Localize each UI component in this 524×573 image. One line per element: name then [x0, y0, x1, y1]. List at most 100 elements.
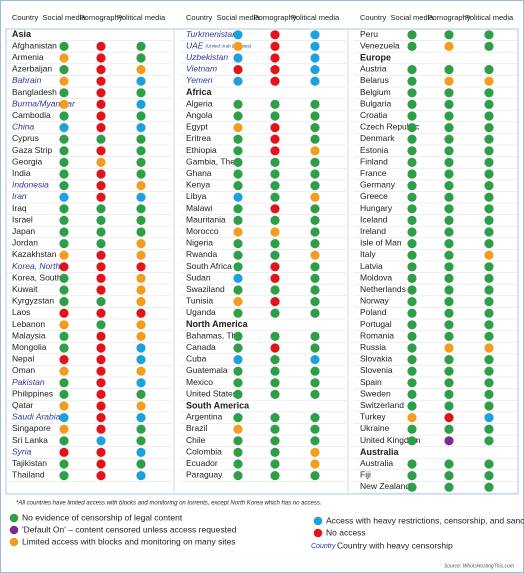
status-dot: [136, 192, 146, 202]
status-dot: [310, 123, 320, 133]
status-dot: [233, 424, 243, 434]
country-text: Malawi: [186, 203, 213, 213]
country-name: Romania: [360, 331, 394, 341]
country-text: Cambodia: [12, 110, 51, 120]
status-dot: [59, 146, 69, 156]
country-text: Ireland: [360, 226, 386, 236]
country-text: Norway: [360, 296, 390, 306]
status-dot: [484, 262, 494, 272]
status-dot: [233, 273, 243, 283]
status-dot: [59, 239, 69, 249]
column-header: Pornography: [80, 13, 123, 22]
country-text: Greece: [360, 191, 388, 201]
country-name: Ethiopia: [186, 145, 217, 155]
status-dot: [270, 343, 280, 353]
status-dot: [233, 436, 243, 446]
status-dot: [96, 413, 106, 423]
status-dot: [270, 331, 280, 341]
country-text: China: [12, 122, 34, 132]
country-name: Philippines: [12, 389, 53, 399]
status-dot: [59, 459, 69, 469]
status-dot: [407, 88, 417, 98]
status-dot: [310, 366, 320, 376]
country-name: Qatar: [12, 400, 33, 410]
country-text: Croatia: [360, 110, 388, 120]
country-name: Turkmenistan: [186, 29, 237, 39]
status-dot: [310, 273, 320, 283]
status-dot: [233, 30, 243, 40]
status-dot: [407, 239, 417, 249]
status-dot: [233, 389, 243, 399]
status-dot: [96, 111, 106, 121]
status-dot: [444, 65, 454, 75]
status-dot: [407, 331, 417, 341]
status-dot: [136, 471, 146, 481]
status-dot: [59, 76, 69, 86]
country-name: Eritrea: [186, 133, 211, 143]
country-text: Guatemala: [186, 365, 228, 375]
country-text: India: [12, 168, 31, 178]
status-dot: [233, 378, 243, 388]
country-text: Cyprus: [12, 133, 39, 143]
status-dot: [136, 401, 146, 411]
status-dot: [96, 401, 106, 411]
country-name: Czech Republic: [360, 122, 420, 132]
country-text: Korea, South: [12, 273, 62, 283]
status-dot: [407, 401, 417, 411]
status-dot: [407, 204, 417, 214]
status-dot: [59, 436, 69, 446]
status-dot: [96, 331, 106, 341]
status-dot: [310, 53, 320, 63]
status-dot: [484, 169, 494, 179]
country-text: Japan: [12, 226, 35, 236]
status-dot: [407, 123, 417, 133]
country-name: Slovakia: [360, 354, 392, 364]
country-text: Denmark: [360, 133, 395, 143]
country-name: Isle of Man: [360, 238, 402, 248]
status-dot: [484, 99, 494, 109]
country-name: Tunisia: [186, 296, 213, 306]
country-text: Bahrain: [12, 75, 42, 85]
country-name: Malaysia: [12, 331, 46, 341]
status-dot: [96, 273, 106, 283]
status-dot: [136, 250, 146, 260]
country-name: Cuba: [186, 354, 207, 364]
country-name: Egypt: [186, 122, 208, 132]
status-dot: [444, 424, 454, 434]
status-dot: [136, 459, 146, 469]
country-name: Angola: [186, 110, 213, 120]
status-dot: [310, 413, 320, 423]
country-text: Libya: [186, 191, 207, 201]
country-name: Uzbekistan: [186, 52, 228, 62]
status-dot: [59, 157, 69, 167]
status-dot: [444, 482, 454, 492]
status-dot: [96, 65, 106, 75]
status-dot: [96, 308, 106, 318]
country-name: Peru: [360, 29, 378, 39]
status-dot: [444, 471, 454, 481]
country-text: Kyrgyzstan: [12, 296, 54, 306]
country-name: Bahamas, The: [186, 331, 241, 341]
country-name: Chile: [186, 435, 206, 445]
status-dot: [444, 239, 454, 249]
country-text: Iceland: [360, 215, 388, 225]
status-dot: [484, 459, 494, 469]
status-dot: [96, 169, 106, 179]
status-dot: [96, 320, 106, 330]
country-name: Kazakhstan: [12, 249, 57, 259]
status-dot: [444, 355, 454, 365]
status-dot: [136, 273, 146, 283]
country-text: Cuba: [186, 354, 207, 364]
status-dot: [484, 250, 494, 260]
country-text: Saudi Arabia: [12, 412, 61, 422]
status-dot: [407, 389, 417, 399]
status-dot: [59, 65, 69, 75]
status-dot: [484, 424, 494, 434]
status-dot: [310, 355, 320, 365]
country-name: Georgia: [12, 157, 43, 167]
status-dot: [96, 447, 106, 457]
country-name: Gaza Strip: [12, 145, 52, 155]
legend-dot: [9, 513, 19, 523]
status-dot: [407, 273, 417, 283]
status-dot: [444, 181, 454, 191]
